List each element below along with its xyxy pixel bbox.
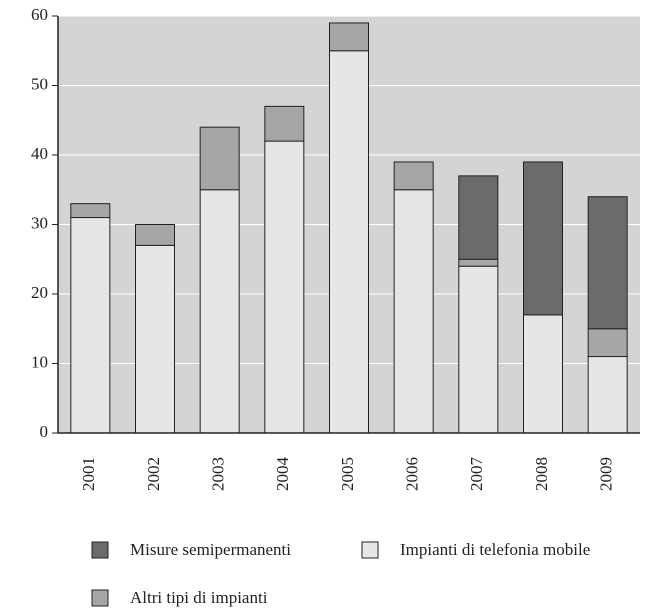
x-tick-label: 2003 — [209, 457, 228, 491]
y-tick-label: 0 — [40, 422, 49, 441]
bar-segment — [199, 126, 240, 191]
bar-segment — [70, 217, 111, 434]
legend-label: Misure semipermanenti — [130, 540, 291, 559]
legend-label: Impianti di telefonia mobile — [400, 540, 590, 559]
x-tick-label: 2002 — [144, 457, 163, 491]
bar-segment — [458, 175, 499, 260]
bar-segment — [264, 140, 305, 434]
bar-segment — [587, 356, 628, 434]
bar-segment — [458, 258, 499, 267]
legend-swatch — [361, 541, 379, 559]
bar-segment — [458, 265, 499, 434]
x-tick-label: 2004 — [273, 457, 292, 492]
legend-label: Altri tipi di impianti — [130, 588, 268, 607]
bar-segment — [329, 22, 369, 52]
bar-segment — [523, 161, 563, 316]
bar-segment — [523, 314, 563, 434]
x-tick-label: 2009 — [597, 457, 616, 491]
y-tick-label: 20 — [31, 283, 48, 302]
y-tick-label: 10 — [31, 352, 48, 371]
bar-segment — [393, 161, 434, 191]
bar-segment — [264, 105, 305, 142]
x-tick-label: 2007 — [467, 457, 486, 492]
legend-swatch — [91, 589, 109, 607]
x-tick-label: 2006 — [403, 457, 422, 491]
y-tick-label: 30 — [31, 213, 48, 232]
y-tick-label: 40 — [31, 144, 48, 163]
bar-segment — [393, 189, 434, 434]
bar-segment — [329, 50, 369, 434]
bar-segment — [135, 224, 175, 246]
y-tick-label: 60 — [31, 5, 48, 24]
bar-segment — [135, 244, 175, 434]
bar-segment — [199, 189, 240, 434]
x-tick-label: 2001 — [79, 457, 98, 491]
bar-segment — [70, 203, 111, 219]
x-tick-label: 2008 — [532, 457, 551, 491]
bar-segment — [587, 328, 628, 358]
y-tick-label: 50 — [31, 74, 48, 93]
x-tick-label: 2005 — [338, 457, 357, 491]
bar-segment — [587, 196, 628, 330]
legend-swatch — [91, 541, 109, 559]
